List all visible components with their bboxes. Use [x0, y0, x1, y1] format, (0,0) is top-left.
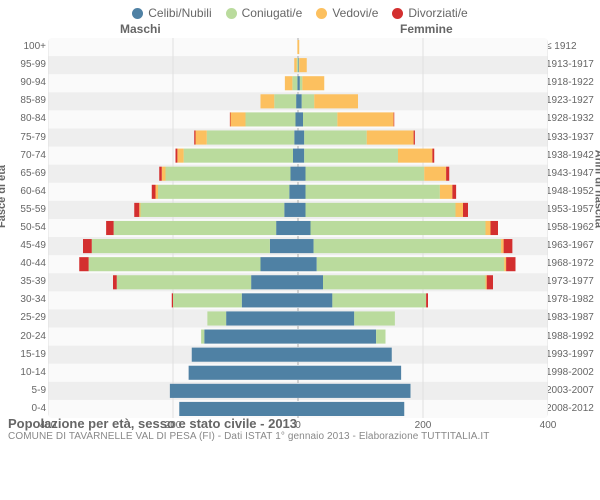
- birth-tick: 1993-1997: [546, 350, 600, 360]
- birth-tick: 1958-1962: [546, 223, 600, 233]
- birth-tick: 1933-1937: [546, 133, 600, 143]
- birth-tick: 1913-1917: [546, 60, 600, 70]
- legend-label: Divorziati/e: [408, 6, 467, 20]
- legend-item: Vedovi/e: [316, 6, 378, 20]
- header-males: Maschi: [120, 22, 161, 36]
- age-tick: 5-9: [0, 386, 46, 396]
- age-tick: 10-14: [0, 368, 46, 378]
- legend-item: Coniugati/e: [226, 6, 303, 20]
- chart-subtitle: COMUNE DI TAVARNELLE VAL DI PESA (FI) - …: [8, 431, 592, 442]
- chart-area: Fasce di età Anni di nascita 0-45-910-14…: [0, 38, 600, 448]
- age-tick: 15-19: [0, 350, 46, 360]
- birth-tick: ≤ 1912: [546, 42, 600, 52]
- legend-swatch: [392, 8, 403, 19]
- age-tick: 30-34: [0, 295, 46, 305]
- birth-tick: 1923-1927: [546, 96, 600, 106]
- birth-tick: 1973-1977: [546, 277, 600, 287]
- birth-tick: 1953-1957: [546, 205, 600, 215]
- age-tick: 95-99: [0, 60, 46, 70]
- birth-tick: 1948-1952: [546, 187, 600, 197]
- birth-tick: 1938-1942: [546, 151, 600, 161]
- birth-tick: 1943-1947: [546, 169, 600, 179]
- birth-tick: 1978-1982: [546, 295, 600, 305]
- age-tick: 70-74: [0, 151, 46, 161]
- age-tick: 50-54: [0, 223, 46, 233]
- birth-tick: 1963-1967: [546, 241, 600, 251]
- birth-tick: 1988-1992: [546, 332, 600, 342]
- age-tick: 35-39: [0, 277, 46, 287]
- birth-tick: 1998-2002: [546, 368, 600, 378]
- birth-tick: 1983-1987: [546, 313, 600, 323]
- age-tick: 100+: [0, 42, 46, 52]
- legend-item: Celibi/Nubili: [132, 6, 211, 20]
- age-tick: 0-4: [0, 404, 46, 414]
- legend-swatch: [132, 8, 143, 19]
- age-tick: 55-59: [0, 205, 46, 215]
- pyramid-plot: [48, 38, 548, 418]
- birth-tick: 2008-2012: [546, 404, 600, 414]
- age-tick: 75-79: [0, 133, 46, 143]
- legend: Celibi/Nubili Coniugati/e Vedovi/e Divorzia…: [0, 0, 600, 22]
- age-axis: 0-4 5-9 10-14 15-19 20-24 25-29 30-34 35-39 40-4…: [0, 38, 46, 418]
- age-tick: 25-29: [0, 313, 46, 323]
- birth-tick: 1968-1972: [546, 259, 600, 269]
- legend-swatch: [226, 8, 237, 19]
- legend-label: Vedovi/e: [332, 6, 378, 20]
- legend-swatch: [316, 8, 327, 19]
- birth-tick: 1928-1932: [546, 114, 600, 124]
- birth-axis: 2008-2012 2003-2007 1998-2002 1993-1997 1988…: [546, 38, 600, 418]
- header-females: Femmine: [400, 22, 453, 36]
- legend-label: Celibi/Nubili: [148, 6, 211, 20]
- legend-label: Coniugati/e: [242, 6, 303, 20]
- age-tick: 85-89: [0, 96, 46, 106]
- age-tick: 65-69: [0, 169, 46, 179]
- age-tick: 40-44: [0, 259, 46, 269]
- age-tick: 60-64: [0, 187, 46, 197]
- age-tick: 45-49: [0, 241, 46, 251]
- chart-footer: Popolazione per età, sesso e stato civil…: [8, 416, 592, 442]
- age-tick: 80-84: [0, 114, 46, 124]
- birth-tick: 2003-2007: [546, 386, 600, 396]
- gender-headers: Maschi Femmine: [0, 22, 600, 38]
- age-tick: 20-24: [0, 332, 46, 342]
- chart-title: Popolazione per età, sesso e stato civil…: [8, 416, 592, 431]
- birth-tick: 1918-1922: [546, 78, 600, 88]
- legend-item: Divorziati/e: [392, 6, 467, 20]
- age-tick: 90-94: [0, 78, 46, 88]
